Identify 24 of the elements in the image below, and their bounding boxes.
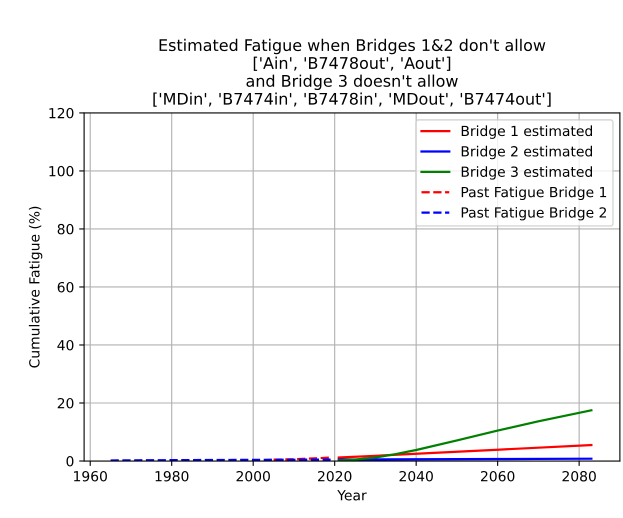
x-tick-label: 1960 (74, 470, 107, 482)
y-tick-label: 120 (49, 108, 74, 118)
x-tick-label: 2060 (481, 470, 514, 482)
legend-label: Bridge 3 estimated (462, 166, 592, 180)
legend-label: Bridge 2 estimated (462, 146, 592, 160)
y-tick-label: 40 (57, 340, 74, 350)
x-tick-label: 2020 (318, 470, 352, 482)
x-tick-label: 1980 (156, 470, 188, 482)
x-axis-title: Year (337, 490, 367, 500)
legend-label: Past Fatigue Bridge 2 (462, 206, 606, 220)
legend-label: Past Fatigue Bridge 1 (462, 186, 606, 200)
x-tick-label: 2040 (400, 470, 433, 482)
y-axis-title: Cumulative Fatigue (%) (28, 206, 42, 368)
y-tick-label: 80 (58, 224, 74, 234)
y-tick-label: 0 (66, 456, 74, 466)
chart-title: Estimated Fatigue when Bridges 1&2 don't allow ['Ain', 'B7478out', 'Aout'] and Bridge 3 doesn't allow ['MDin', 'B7474in', 'B7478in', 'MDout', 'B7474out'] (153, 38, 551, 107)
y-tick-label: 60 (58, 282, 74, 292)
y-tick-label: 20 (58, 398, 74, 408)
y-tick-label: 100 (49, 166, 74, 176)
x-tick-label: 2080 (562, 470, 596, 482)
x-tick-label: 2000 (236, 470, 270, 482)
legend-label: Bridge 1 estimated (462, 125, 592, 139)
line-series (338, 409, 592, 462)
line-series (338, 444, 592, 459)
